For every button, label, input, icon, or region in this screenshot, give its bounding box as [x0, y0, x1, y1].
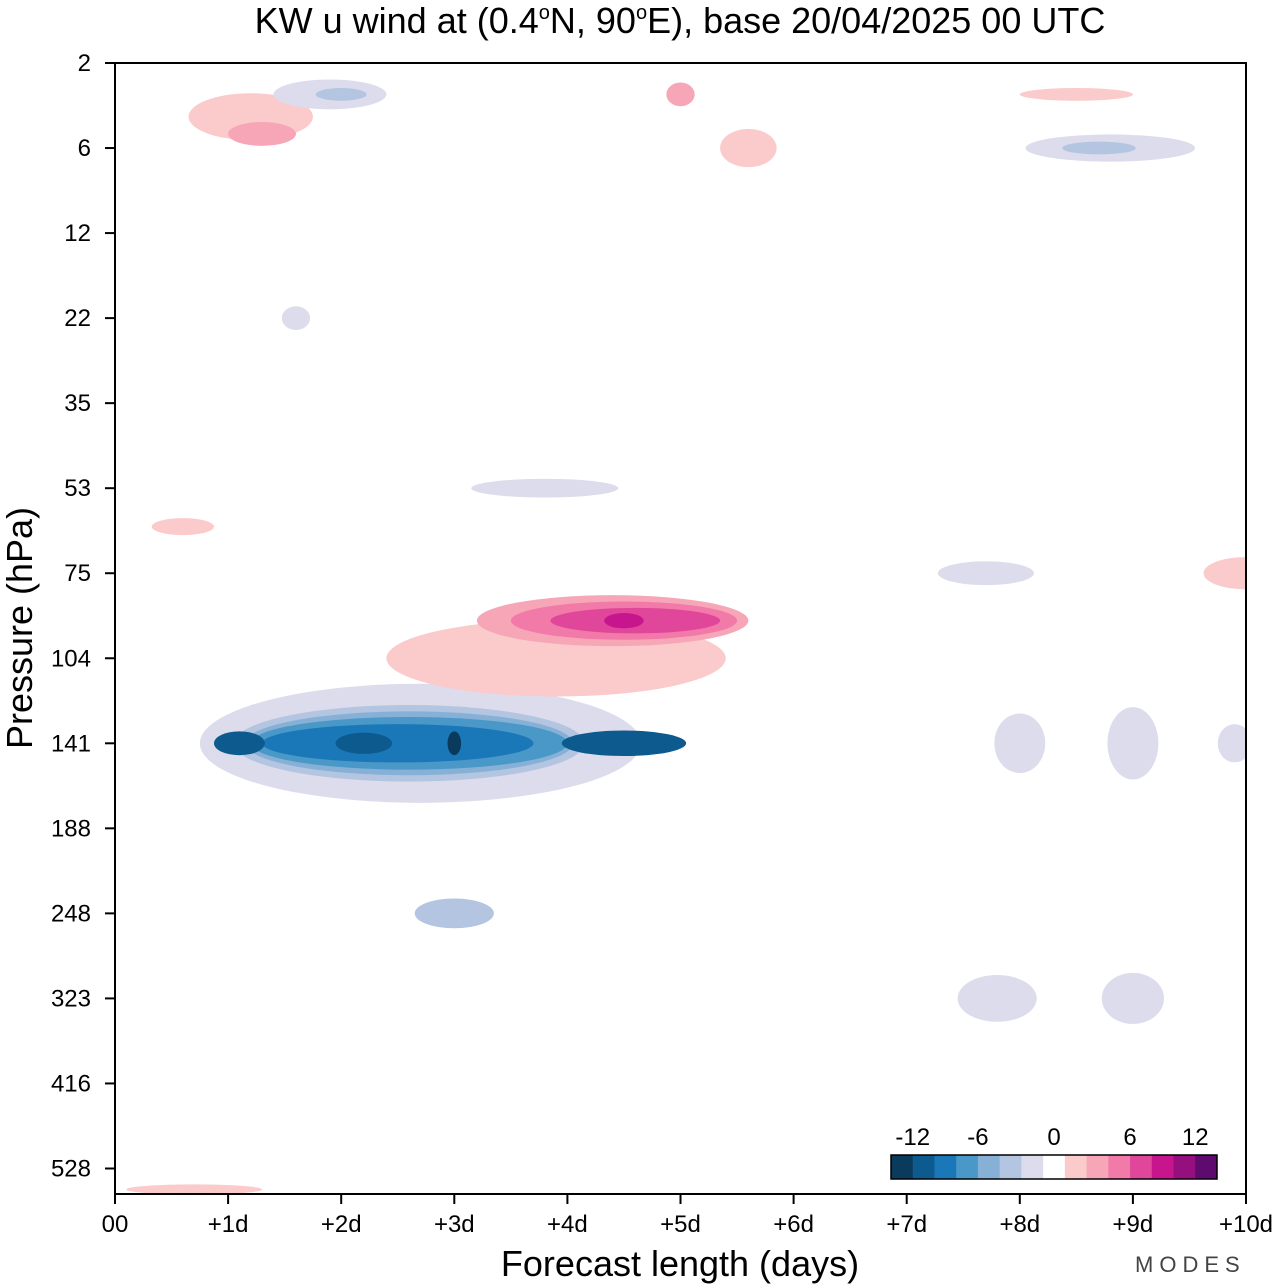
colorbar-frame: [890, 1154, 1218, 1180]
colorbar-label: -6: [967, 1124, 988, 1151]
colorbar-swatch: [912, 1155, 935, 1179]
contour-level-2-21: [1203, 557, 1246, 590]
y-tick-label: 104: [51, 645, 91, 672]
modes-watermark: MODES: [1135, 1252, 1246, 1277]
colorbar-swatch: [1043, 1155, 1066, 1179]
colorbar-swatch: [891, 1155, 914, 1179]
colorbar-label: 0: [1047, 1124, 1060, 1151]
contour-level-10-13: [604, 612, 644, 629]
y-tick-label: 248: [51, 900, 91, 927]
x-tick-label: +10d: [1219, 1211, 1273, 1238]
colorbar-swatch: [1086, 1155, 1109, 1179]
contour-level-2-33: [151, 518, 214, 536]
contour-level-2-29: [1019, 88, 1133, 101]
x-tick-label: +5d: [660, 1211, 701, 1238]
colorbar-legend: -12 -6 0 6 12: [890, 1124, 1218, 1180]
x-tick-label: +3d: [434, 1211, 475, 1238]
colorbar-swatch: [1130, 1155, 1153, 1179]
colorbar-label: 12: [1182, 1124, 1209, 1151]
x-tick-label: +7d: [886, 1211, 927, 1238]
contour-field: [126, 79, 1246, 1194]
contour-level-neg2-15: [1107, 707, 1159, 780]
y-tick-label: 35: [64, 390, 91, 417]
contour-level-neg10-4: [262, 724, 534, 763]
x-tick-label: +2d: [321, 1211, 362, 1238]
colorbar-swatch: [1151, 1155, 1175, 1179]
colorbar-swatch: [1195, 1155, 1218, 1179]
y-tick-label: 75: [64, 560, 91, 587]
contour-level-neg12-6: [335, 732, 393, 754]
x-tick-label: +6d: [773, 1211, 814, 1238]
y-axis-title: Pressure (hPa): [0, 507, 40, 749]
colorbar-swatch: [1108, 1155, 1131, 1179]
x-tick-label: +8d: [999, 1211, 1040, 1238]
contour-level-neg2-14: [994, 713, 1046, 774]
y-axis: 2 6 12 22 35 53 75 104 141 188 248 323 416 528: [51, 50, 115, 1182]
y-tick-label: 12: [64, 220, 91, 247]
contour-level-neg2-19: [937, 561, 1034, 586]
colorbar-swatch: [1173, 1155, 1196, 1179]
x-tick-label: 00: [102, 1211, 129, 1238]
y-tick-label: 323: [51, 985, 91, 1012]
x-tick-label: +9d: [1113, 1211, 1154, 1238]
contour-level-neg4-22: [414, 898, 494, 929]
contour-level-neg12-5: [213, 731, 265, 756]
contour-level-neg2-32: [281, 306, 311, 331]
contour-level-neg12-7: [561, 730, 687, 757]
contour-level-neg2-16: [1217, 724, 1246, 763]
contour-level-2-34: [126, 1184, 263, 1194]
y-tick-label: 2: [78, 50, 91, 77]
colorbar-swatch: [956, 1155, 979, 1179]
y-tick-label: 6: [78, 135, 91, 162]
y-tick-label: 141: [51, 730, 91, 757]
colorbar-label: -12: [895, 1124, 930, 1151]
y-tick-label: 22: [64, 305, 91, 332]
colorbar-swatch: [999, 1155, 1022, 1179]
contour-level-4-28: [666, 82, 695, 107]
colorbar-swatch: [977, 1155, 1001, 1179]
contour-level-neg2-20: [471, 478, 619, 498]
y-tick-label: 188: [51, 815, 91, 842]
x-axis: 00 +1d +2d +3d +4d +5d +6d +7d +8d +9d +10d: [102, 1194, 1273, 1238]
chart-title: KW u wind at (0.4oN, 90oE), base 20/04/2…: [255, 0, 1106, 41]
contour-level-2-27: [720, 128, 777, 168]
colorbar-swatch: [934, 1155, 957, 1179]
contour-level-neg2-18: [1101, 972, 1165, 1024]
contour-level-neg4-31: [1062, 141, 1136, 155]
x-tick-label: +4d: [547, 1211, 588, 1238]
y-tick-label: 53: [64, 475, 91, 502]
y-tick-label: 528: [51, 1155, 91, 1182]
colorbar-swatch: [1064, 1155, 1088, 1179]
y-tick-label: 416: [51, 1070, 91, 1097]
contour-level-4-24: [228, 122, 296, 146]
x-tick-label: +1d: [208, 1211, 249, 1238]
contour-level-neg14-8: [447, 731, 462, 756]
colorbar-label: 6: [1123, 1124, 1136, 1151]
x-axis-title: Forecast length (days): [501, 1243, 859, 1284]
colorbar-swatch: [1021, 1155, 1044, 1179]
contour-level-neg2-17: [957, 975, 1037, 1022]
contour-level-neg4-26: [315, 88, 367, 101]
